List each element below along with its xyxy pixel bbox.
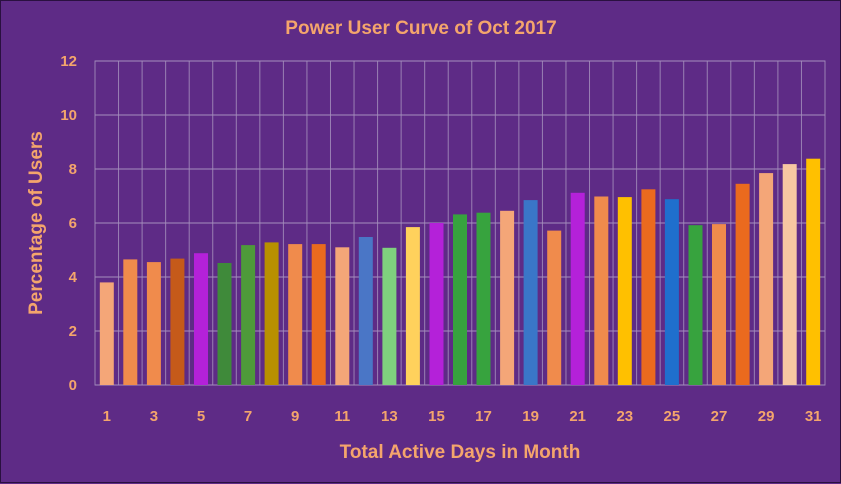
- x-axis-ticks: 1 3 5 7 9 11 13 15 17 19 21 23 25 27 29 31: [103, 408, 822, 425]
- bar-day-14: [405, 227, 420, 385]
- bar-day-19: [523, 200, 538, 385]
- y-tick-label: 2: [69, 323, 77, 340]
- bar-day-18: [500, 210, 515, 385]
- bar-day-10: [311, 244, 326, 385]
- x-tick-label: 11: [334, 408, 350, 425]
- bar-day-20: [547, 230, 562, 385]
- bar-day-21: [570, 192, 585, 385]
- bar-day-29: [759, 173, 774, 385]
- y-axis-title: Percentage of Users: [26, 131, 47, 315]
- bar-day-3: [146, 262, 161, 385]
- bar-day-2: [123, 259, 138, 385]
- x-tick-label: 17: [475, 408, 492, 425]
- x-tick-label: 31: [805, 408, 822, 425]
- x-tick-label: 29: [758, 408, 775, 425]
- bar-day-8: [264, 242, 279, 385]
- bar-day-23: [617, 197, 632, 385]
- bar-day-13: [382, 247, 397, 385]
- x-axis-title: Total Active Days in Month: [340, 442, 581, 463]
- x-tick-label: 3: [150, 408, 158, 425]
- grid-lines: [95, 60, 825, 386]
- bar-day-15: [429, 223, 444, 385]
- bar-day-28: [735, 183, 750, 385]
- bar-day-16: [453, 214, 467, 385]
- x-tick-label: 13: [381, 408, 398, 425]
- bar-day-17: [476, 212, 491, 385]
- bar-day-1: [99, 282, 114, 385]
- y-tick-label: 10: [60, 107, 77, 124]
- bar-day-5: [194, 253, 208, 385]
- x-tick-label: 23: [616, 408, 633, 425]
- bar-day-7: [241, 245, 256, 385]
- bar-day-25: [664, 199, 679, 385]
- y-tick-label: 4: [69, 269, 78, 286]
- bar-day-6: [217, 263, 232, 385]
- y-axis-ticks: 0 2 4 6 8 10 12: [60, 53, 77, 394]
- bar-day-31: [806, 158, 821, 385]
- y-tick-label: 8: [69, 161, 77, 178]
- chart-title: Power User Curve of Oct 2017: [285, 18, 556, 39]
- x-tick-label: 5: [197, 408, 205, 425]
- bar-day-12: [358, 237, 373, 385]
- x-tick-label: 21: [569, 408, 586, 425]
- x-tick-label: 27: [711, 408, 728, 425]
- x-tick-label: 25: [664, 408, 681, 425]
- y-tick-label: 6: [69, 215, 77, 232]
- x-tick-label: 9: [291, 408, 299, 425]
- x-tick-label: 1: [103, 408, 111, 425]
- x-tick-label: 19: [522, 408, 539, 425]
- bar-series: [99, 158, 821, 386]
- bar-day-9: [288, 244, 303, 385]
- bar-day-27: [712, 224, 726, 385]
- bar-day-24: [641, 189, 656, 386]
- x-tick-label: 15: [428, 408, 445, 425]
- y-tick-label: 0: [69, 377, 77, 394]
- y-tick-label: 12: [60, 53, 77, 70]
- bar-day-11: [335, 247, 350, 385]
- bar-day-4: [170, 258, 185, 385]
- x-tick-label: 7: [244, 408, 252, 425]
- bar-day-30: [782, 164, 797, 385]
- bar-day-26: [688, 225, 703, 385]
- bar-day-22: [594, 196, 609, 385]
